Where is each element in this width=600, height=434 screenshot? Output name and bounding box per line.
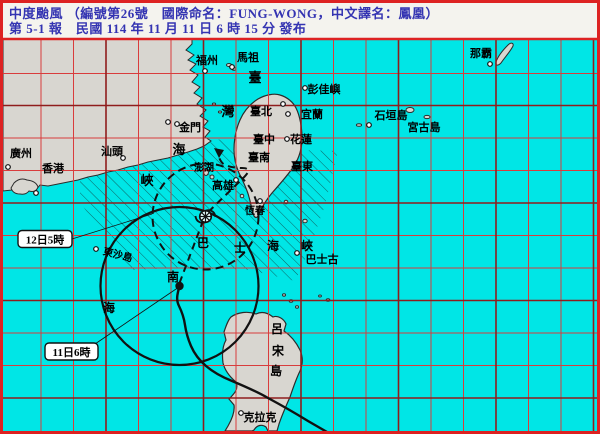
current-leader-line bbox=[94, 286, 180, 345]
forecast-time-text: 12日5時 bbox=[26, 233, 65, 247]
map-label: 高雄 bbox=[212, 178, 234, 192]
current-time-label: 11日6時 bbox=[44, 342, 99, 361]
map-label: 金門 bbox=[178, 120, 201, 134]
city-marker bbox=[229, 64, 235, 70]
city-markers-group bbox=[5, 61, 493, 416]
city-marker bbox=[202, 68, 208, 74]
islet bbox=[302, 218, 308, 224]
map-label: 巴士古 bbox=[306, 252, 339, 266]
map-label: 臺南 bbox=[248, 150, 270, 164]
okinawa-island bbox=[495, 42, 514, 66]
map-label: 海 bbox=[267, 238, 279, 253]
map-label: 海 bbox=[172, 142, 185, 157]
map-label: 香港 bbox=[41, 161, 65, 175]
map-label: 南 bbox=[167, 269, 179, 284]
map-label: 島 bbox=[270, 363, 282, 378]
city-marker bbox=[174, 121, 180, 127]
city-marker bbox=[33, 190, 39, 196]
header-background bbox=[3, 3, 597, 39]
map-label: 峽 bbox=[301, 238, 314, 253]
city-marker bbox=[165, 119, 171, 125]
city-marker bbox=[233, 177, 239, 183]
islet bbox=[239, 193, 245, 199]
china-coast-landmass bbox=[2, 38, 212, 192]
forecast-circle bbox=[151, 162, 260, 271]
map-label: 臺中 bbox=[253, 132, 275, 146]
map-label: 士 bbox=[234, 240, 246, 255]
city-marker bbox=[120, 155, 126, 161]
islet bbox=[423, 114, 431, 120]
map-label: 馬祖 bbox=[237, 50, 259, 64]
city-marker bbox=[93, 246, 99, 252]
city-marker bbox=[257, 198, 263, 204]
islet bbox=[282, 293, 286, 297]
forecast-time-label: 12日5時 bbox=[17, 229, 73, 249]
city-marker bbox=[263, 154, 269, 160]
map-label: 灣 bbox=[221, 104, 234, 119]
map-label: 宮古島 bbox=[408, 120, 441, 134]
map-label: 呂 bbox=[271, 322, 283, 336]
map-label: 臺東 bbox=[291, 159, 314, 173]
city-marker bbox=[366, 122, 372, 128]
islet bbox=[295, 305, 299, 309]
islet bbox=[217, 110, 223, 114]
map-label: 巴 bbox=[197, 236, 209, 250]
islet bbox=[405, 107, 415, 113]
map-label: 克拉克 bbox=[244, 410, 277, 424]
islet bbox=[355, 123, 363, 127]
map-label: 彭佳嶼 bbox=[308, 82, 341, 96]
map-label: 石垣島 bbox=[374, 108, 408, 122]
map-label: 海 bbox=[103, 300, 115, 315]
luzon-island bbox=[221, 311, 303, 432]
map-label: 廣州 bbox=[10, 146, 32, 160]
map-label: 花蓮 bbox=[290, 132, 312, 146]
forecast-track-arrowhead bbox=[214, 148, 224, 158]
bulletin-issue-info: 第 5-1 報 民國 114 年 11 月 11 日 6 時 15 分 發布 bbox=[9, 21, 306, 36]
city-marker bbox=[487, 61, 493, 67]
bulletin-title: 中度颱風 （編號第26號 國際命名：FUNG-WONG，中文譯名：鳳凰） bbox=[9, 6, 439, 21]
islet bbox=[318, 294, 322, 298]
map-label: 恆春 bbox=[244, 204, 265, 217]
city-marker bbox=[238, 410, 244, 416]
map-label: 宋 bbox=[272, 343, 285, 358]
city-marker bbox=[284, 136, 290, 142]
storm-wind-radius-circle bbox=[99, 205, 260, 367]
islet bbox=[209, 174, 215, 180]
city-marker bbox=[294, 250, 300, 256]
map-label: 福州 bbox=[195, 53, 218, 67]
past-track-line bbox=[175, 285, 328, 434]
map-label: 宜蘭 bbox=[301, 107, 323, 121]
map-label: 澎湖 bbox=[194, 161, 214, 174]
map-label: 臺 bbox=[248, 70, 261, 85]
city-marker bbox=[302, 85, 308, 91]
current-center-dot bbox=[175, 281, 184, 291]
city-marker bbox=[285, 111, 291, 117]
map-label: 峽 bbox=[140, 173, 154, 188]
map-label: 那霸 bbox=[470, 47, 492, 60]
map-label: 臺北 bbox=[250, 104, 272, 118]
current-time-text: 11日6時 bbox=[53, 345, 91, 359]
city-marker bbox=[280, 101, 286, 107]
typhoon-symbol bbox=[194, 209, 217, 224]
city-marker bbox=[5, 164, 11, 170]
map-label: 汕頭 bbox=[101, 144, 124, 158]
